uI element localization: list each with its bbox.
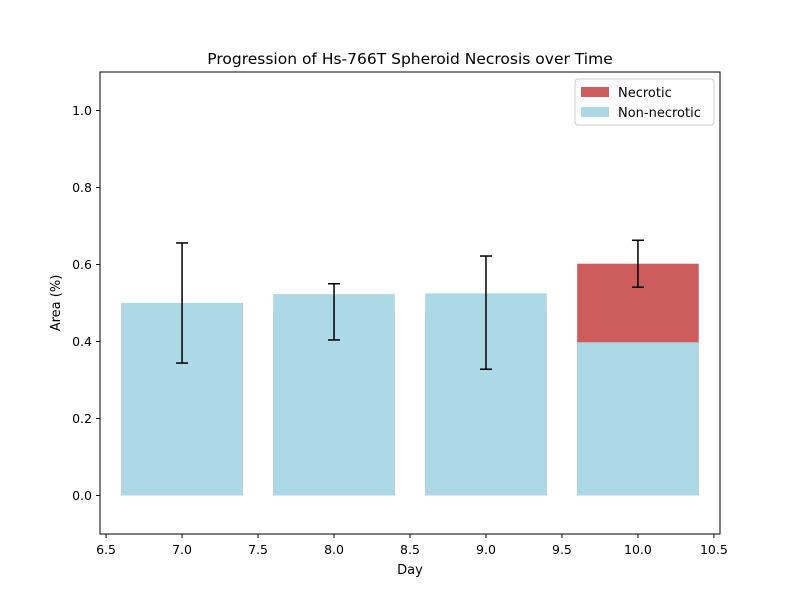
y-tick-label: 0.6 bbox=[72, 257, 92, 272]
y-tick-label: 0.0 bbox=[72, 488, 92, 503]
x-tick-label: 9.5 bbox=[552, 542, 572, 557]
y-tick-label: 0.4 bbox=[72, 334, 92, 349]
y-tick-label: 1.0 bbox=[72, 103, 92, 118]
y-tick-label: 0.2 bbox=[72, 411, 92, 426]
x-tick-label: 9.0 bbox=[476, 542, 496, 557]
bars-layer bbox=[121, 263, 699, 496]
error-bars-layer bbox=[176, 239, 644, 370]
legend: Necrotic Non-necrotic bbox=[574, 78, 715, 126]
chart-title: Progression of Hs-766T Spheroid Necrosis… bbox=[207, 50, 612, 68]
x-tick-label: 6.5 bbox=[96, 542, 116, 557]
axes-layer: 6.5 7.0 7.5 8.0 8.5 9.0 9.5 10.0 10.5 0.0 0.2 0.4 0.… bbox=[72, 71, 728, 557]
x-tick-label: 7.5 bbox=[248, 542, 268, 557]
x-tick-label: 10.0 bbox=[624, 542, 652, 557]
legend-swatch-necrotic bbox=[581, 87, 609, 97]
x-tick-label: 10.5 bbox=[700, 542, 728, 557]
legend-label-non-necrotic: Non-necrotic bbox=[618, 106, 701, 121]
legend-label-necrotic: Necrotic bbox=[618, 86, 672, 101]
legend-swatch-non-necrotic bbox=[581, 107, 609, 117]
bar-non-necrotic-day-10 bbox=[577, 342, 699, 496]
x-axis-label: Day bbox=[397, 563, 423, 578]
x-tick-label: 7.0 bbox=[172, 542, 192, 557]
y-tick-label: 0.8 bbox=[72, 180, 92, 195]
x-tick-label: 8.5 bbox=[400, 542, 420, 557]
y-axis-label: Area (%) bbox=[49, 275, 64, 332]
legend-box bbox=[574, 78, 715, 126]
x-tick-label: 8.0 bbox=[324, 542, 344, 557]
